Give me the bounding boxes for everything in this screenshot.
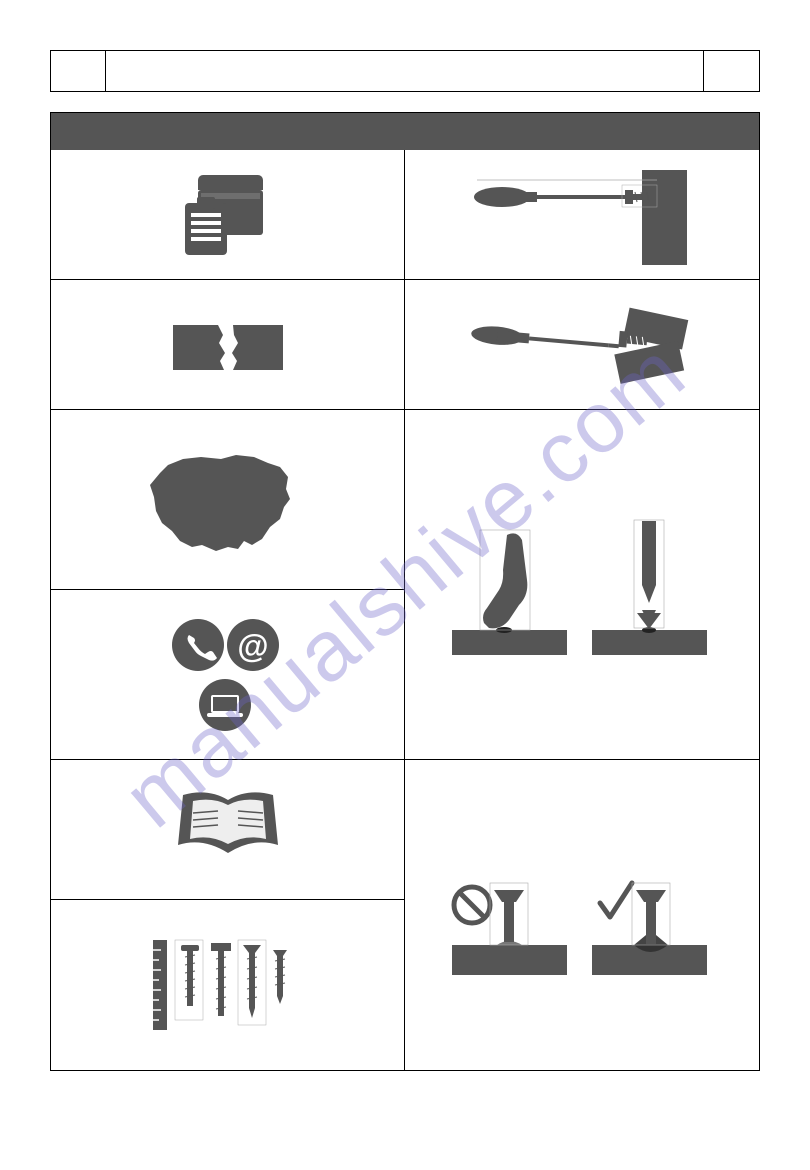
clipboard-box-icon [173, 165, 283, 265]
cell-screwdriver-angle [405, 280, 759, 410]
cell-screwdriver-straight [405, 150, 759, 280]
left-column: @ [51, 150, 405, 1070]
section-banner [50, 112, 760, 150]
right-column [405, 150, 759, 1070]
header-cell-middle [106, 51, 704, 91]
usa-map-icon [148, 445, 308, 555]
header-row [50, 50, 760, 92]
screwdriver-angle-icon [467, 290, 697, 400]
cell-torn [51, 280, 404, 410]
cell-usa-map [51, 410, 404, 590]
mark-hole-icon [432, 495, 732, 675]
cell-book [51, 760, 404, 900]
cell-ruler-screws [51, 900, 404, 1070]
instruction-grid: @ [50, 150, 760, 1071]
header-cell-left [51, 51, 106, 91]
ruler-screws-icon [143, 925, 313, 1045]
screwdriver-straight-icon [467, 160, 697, 270]
torn-icon [168, 310, 288, 380]
cell-countersink [405, 760, 759, 1070]
cell-mark-hole [405, 410, 759, 760]
header-cell-right [704, 51, 759, 91]
contact-icons: @ [153, 605, 303, 745]
book-icon [163, 785, 293, 875]
cell-clipboard-box [51, 150, 404, 280]
cell-contact: @ [51, 590, 404, 760]
countersink-icon [432, 835, 732, 995]
svg-text:@: @ [237, 628, 268, 664]
